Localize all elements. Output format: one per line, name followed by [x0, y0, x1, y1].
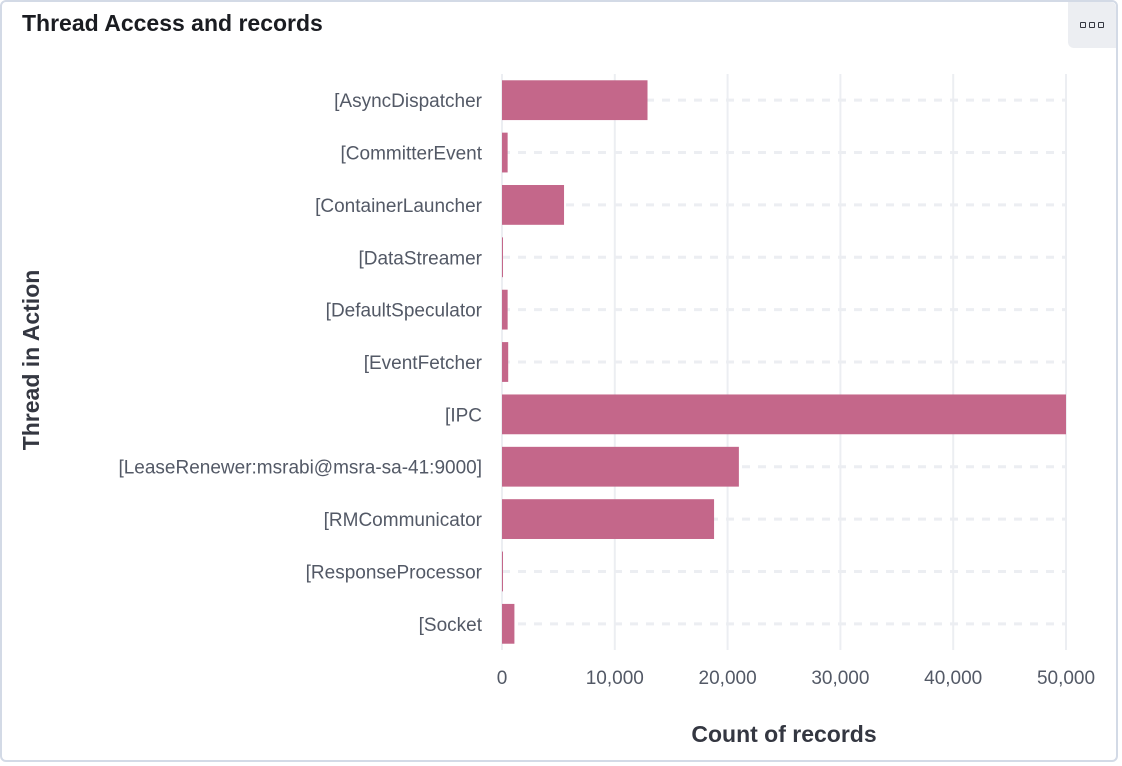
bars [502, 80, 1066, 644]
y-axis-title: Thread in Action [18, 270, 44, 451]
bar [502, 237, 503, 278]
y-tick-label: [ContainerLauncher [315, 196, 483, 217]
y-tick-label: [DefaultSpeculator [326, 301, 483, 322]
panel-title: Thread Access and records [22, 10, 323, 36]
options-square-icon [1089, 22, 1095, 28]
y-tick-label: [CommitterEvent [341, 144, 483, 165]
bar [502, 342, 509, 382]
y-tick-label: [IPC [445, 405, 482, 426]
bar [502, 132, 508, 173]
x-tick-label: 40,000 [924, 668, 982, 689]
panel-options-button[interactable] [1068, 2, 1116, 48]
y-tick-label: [AsyncDispatcher [334, 91, 483, 112]
y-tick-label: [ResponseProcessor [306, 562, 483, 583]
y-tick-label: [DataStreamer [358, 248, 482, 269]
y-tick-label: [Socket [419, 615, 483, 636]
gridlines [501, 74, 1067, 650]
bar [502, 499, 715, 539]
x-tick-label: 0 [497, 668, 508, 689]
bar [502, 289, 508, 330]
y-tick-label: [EventFetcher [364, 353, 483, 374]
x-tick-label: 20,000 [699, 668, 757, 689]
x-tick-label: 30,000 [811, 668, 869, 689]
bar [502, 185, 565, 225]
bar [502, 80, 648, 121]
options-square-icon [1080, 22, 1086, 28]
x-axis-title: Count of records [691, 721, 876, 747]
y-tick-label: [LeaseRenewer:msrabi@msra-sa-41:9000] [118, 458, 482, 479]
bar [502, 394, 1066, 435]
bar [502, 603, 515, 644]
x-tick-label: 10,000 [586, 668, 644, 689]
x-tick-labels: 0 10,000 20,000 30,000 40,000 50,000 [497, 668, 1095, 689]
bar [502, 446, 739, 487]
y-tick-label: [RMCommunicator [324, 510, 483, 531]
options-square-icon [1098, 22, 1104, 28]
bar [502, 551, 503, 592]
y-tick-labels: [AsyncDispatcher [CommitterEvent [Containe… [118, 91, 482, 636]
x-tick-label: 50,000 [1037, 668, 1095, 689]
